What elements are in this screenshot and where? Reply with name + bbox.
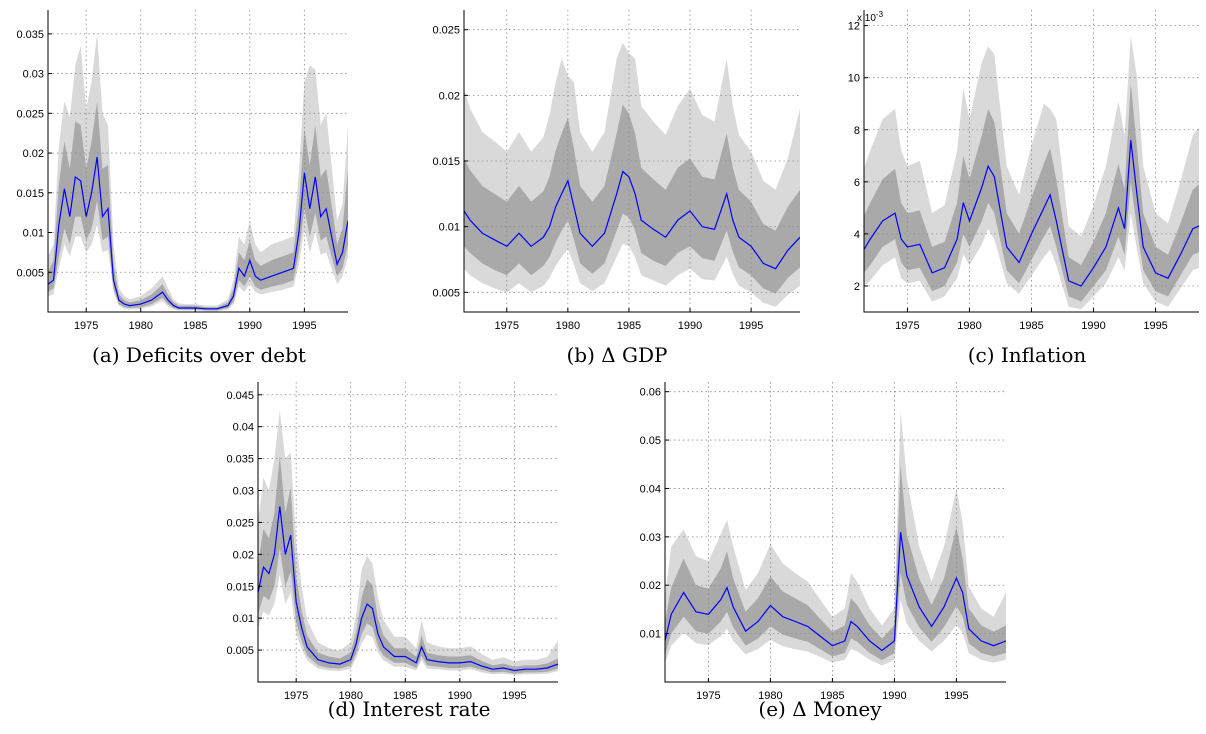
x-tick-label: 1990 xyxy=(238,320,262,332)
x-tick-label: 1980 xyxy=(556,320,580,332)
y-tick-label: 0.025 xyxy=(432,25,460,37)
x-tick-label: 1975 xyxy=(74,320,98,332)
axes xyxy=(47,10,348,313)
y-tick-label: 0.045 xyxy=(226,390,254,402)
y-tick-label: 0.04 xyxy=(640,483,661,495)
x-tick-label: 1990 xyxy=(1081,320,1105,332)
x-tick-label: 1980 xyxy=(957,320,981,332)
x-tick-label: 1985 xyxy=(393,690,417,702)
x-tick-label: 1995 xyxy=(292,320,316,332)
inner-credible-band xyxy=(665,464,1006,661)
caption-delta-money: (e) Δ Money xyxy=(758,697,882,721)
y-tick-label: 0.02 xyxy=(233,549,254,561)
inner-credible-band xyxy=(864,82,1199,302)
x-tick-label: 1975 xyxy=(696,690,720,702)
caption-interest-rate: (d) Interest rate xyxy=(328,697,491,721)
y-tick-label: 0.015 xyxy=(16,188,44,200)
x-tick-label: 1990 xyxy=(882,690,906,702)
plot-area xyxy=(258,382,558,682)
x-tick-label: 1980 xyxy=(128,320,152,332)
caption-inflation: (c) Inflation xyxy=(968,343,1087,367)
axes xyxy=(257,382,558,683)
y-tick-label: 0.01 xyxy=(439,222,460,234)
y-tick-label: 0.06 xyxy=(640,387,661,399)
axes xyxy=(463,10,800,313)
y-tick-label: 0.015 xyxy=(432,156,460,168)
y-multiplier: x 10-3 xyxy=(857,10,884,24)
panel-delta-gdp: (b) Δ GDP 1975 1980 1985 1990 1995 0.005 0.01 0… xyxy=(432,10,800,367)
x-tick-label: 1985 xyxy=(820,690,844,702)
x-tick-label: 1995 xyxy=(502,690,526,702)
x-tick-label: 1980 xyxy=(758,690,782,702)
y-tick-label: 0.03 xyxy=(23,69,44,81)
median-line xyxy=(258,506,558,672)
y-tick-label: 0.05 xyxy=(640,435,661,447)
y-tick-label: 6 xyxy=(854,177,860,189)
plot-area xyxy=(665,382,1006,682)
y-tick-label: 0.035 xyxy=(226,454,254,466)
y-tick-label: 0.035 xyxy=(16,29,44,41)
x-tick-label: 1995 xyxy=(1143,320,1167,332)
plot-area xyxy=(464,10,800,312)
y-tick-label: 0.02 xyxy=(439,90,460,102)
x-tick-label: 1985 xyxy=(183,320,207,332)
caption-delta-gdp: (b) Δ GDP xyxy=(566,343,667,367)
y-tick-label: 0.01 xyxy=(23,228,44,240)
y-tick-label: 10 xyxy=(848,73,860,85)
plot-area xyxy=(48,10,348,312)
x-tick-label: 1985 xyxy=(617,320,641,332)
x-tick-label: 1995 xyxy=(944,690,968,702)
x-tick-label: 1980 xyxy=(338,690,362,702)
inner-credible-band xyxy=(464,104,800,294)
y-tick-label: 0.015 xyxy=(226,581,254,593)
y-multiplier-base: x 10 xyxy=(857,13,876,24)
caption-deficits-over-debt: (a) Deficits over debt xyxy=(92,343,306,367)
axes xyxy=(664,382,1006,683)
x-tick-label: 1990 xyxy=(448,690,472,702)
panel-deficits-over-debt: (a) Deficits over debt 1975 1980 1985 1990 1… xyxy=(16,10,348,367)
x-tick-label: 1975 xyxy=(895,320,919,332)
y-tick-label: 0.04 xyxy=(233,422,254,434)
y-tick-label: 0.005 xyxy=(16,267,44,279)
y-tick-label: 0.03 xyxy=(640,532,661,544)
panel-delta-money: (e) Δ Money 1975 1980 1985 1990 1995 0.01 0.02… xyxy=(640,382,1006,721)
median-line xyxy=(864,140,1199,287)
y-tick-label: 0.005 xyxy=(226,645,254,657)
y-tick-label: 0.005 xyxy=(432,287,460,299)
median-line xyxy=(464,170,800,270)
y-tick-label: 4 xyxy=(854,229,860,241)
x-tick-label: 1975 xyxy=(495,320,519,332)
axes xyxy=(863,10,1199,313)
x-tick-label: 1995 xyxy=(739,320,763,332)
y-tick-label: 0.025 xyxy=(16,108,44,120)
y-multiplier-exponent: -3 xyxy=(876,10,884,19)
y-tick-label: 0.03 xyxy=(233,486,254,498)
x-tick-label: 1975 xyxy=(284,690,308,702)
y-tick-label: 0.01 xyxy=(640,629,661,641)
median-line xyxy=(665,531,1006,652)
y-tick-label: 0.02 xyxy=(23,148,44,160)
x-tick-label: 1985 xyxy=(1019,320,1043,332)
y-tick-label: 0.025 xyxy=(226,517,254,529)
x-tick-label: 1990 xyxy=(678,320,702,332)
inner-credible-band xyxy=(48,101,348,311)
y-tick-label: 0.02 xyxy=(640,580,661,592)
panel-inflation: (c) Inflation x 10-3 1975 1980 1985 1990 199… xyxy=(848,10,1199,367)
y-tick-label: 0.01 xyxy=(233,613,254,625)
y-tick-label: 8 xyxy=(854,125,860,137)
median-line xyxy=(48,156,348,310)
y-tick-label: 12 xyxy=(848,21,860,33)
panel-interest-rate: (d) Interest rate 1975 1980 1985 1990 1995 0.… xyxy=(226,382,558,721)
plot-area xyxy=(864,10,1199,312)
y-tick-label: 2 xyxy=(854,281,860,293)
